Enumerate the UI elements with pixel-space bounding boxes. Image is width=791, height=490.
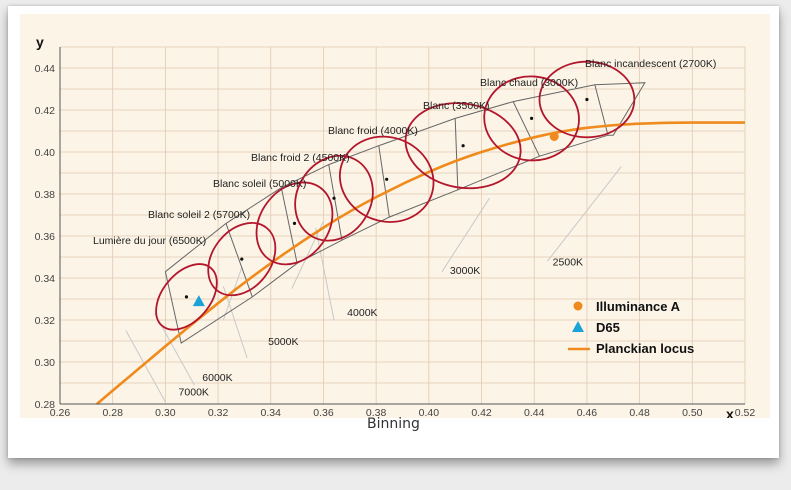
bin-center-dot (385, 177, 389, 181)
x-tick-label: 0.42 (471, 407, 492, 418)
d65-marker (192, 295, 205, 307)
bin-divider (280, 187, 298, 264)
bin-label: Blanc chaud (3000K) (480, 77, 578, 89)
bin-ellipse (538, 60, 636, 139)
illuminance-a-marker (549, 131, 559, 141)
legend-label: Planckian locus (596, 341, 694, 356)
legend-label: D65 (596, 320, 620, 335)
chart-area: Lumière du jour (6500K) Blanc soleil 2 (5… (20, 14, 770, 418)
bin-ellipse (155, 263, 218, 331)
isotherm-line (547, 166, 622, 262)
x-tick-label: 0.34 (261, 407, 282, 418)
x-tick-label: 0.50 (682, 407, 703, 418)
bin-label: Blanc froid (4000K) (328, 125, 418, 137)
x-axis-title: x (726, 406, 734, 418)
y-tick-label: 0.32 (35, 315, 56, 327)
bin-ellipse (483, 75, 580, 162)
y-tick-label: 0.40 (35, 147, 56, 159)
bin-center-dot (529, 116, 534, 120)
bin-label: Blanc (3500K) (423, 100, 490, 112)
bin-label: Blanc froid 2 (4500K) (251, 152, 350, 164)
bin-center-dot (585, 97, 589, 102)
bin-center-dot (461, 144, 465, 148)
x-tick-label: 0.38 (366, 407, 387, 418)
bin-label: Blanc soleil (5000K) (213, 178, 306, 190)
isotherm-line (222, 267, 243, 321)
cie-chart-svg: Lumière du jour (6500K) Blanc soleil 2 (5… (35, 34, 756, 418)
cct-label: 6000K (202, 372, 232, 384)
legend-d65-marker (572, 321, 584, 332)
cct-label: 3000K (450, 265, 480, 277)
bin-center-dot (332, 196, 336, 200)
x-tick-label: 0.44 (524, 407, 545, 418)
cct-label: 5000K (268, 336, 298, 348)
bin-ellipse (404, 102, 522, 190)
cct-label: 2500K (553, 256, 583, 268)
x-tick-label: 0.26 (50, 407, 71, 418)
isotherm-line (315, 227, 335, 321)
y-tick-label: 0.34 (35, 273, 56, 285)
bin-ellipse (255, 181, 334, 266)
bin-divider (378, 145, 390, 218)
legend-label: Illuminance A (596, 299, 681, 314)
x-tick-label: 0.40 (419, 407, 440, 418)
y-tick-label: 0.30 (35, 357, 56, 369)
x-tick-label: 0.28 (102, 407, 123, 418)
y-tick-label: 0.44 (35, 63, 56, 75)
cct-label: 7000K (179, 387, 209, 399)
y-tick-label: 0.36 (35, 231, 56, 243)
bin-divider (328, 164, 343, 241)
cct-label: 4000K (347, 307, 377, 319)
x-tick-label: 0.48 (629, 407, 650, 418)
chart-card: Lumière du jour (6500K) Blanc soleil 2 (5… (8, 6, 779, 458)
bin-ellipse (207, 222, 277, 297)
isotherm-line (441, 197, 490, 272)
bin-label: Blanc incandescent (2700K) (585, 58, 716, 70)
x-tick-label: 0.46 (577, 407, 598, 418)
bin-center-dot (240, 257, 244, 261)
bin-center-dot (292, 221, 297, 225)
y-axis-title: y (36, 34, 44, 50)
isotherm-line (222, 286, 248, 358)
legend-illuminance-a-marker (573, 301, 583, 311)
chart-caption: Binning (367, 416, 420, 432)
x-tick-label: 0.36 (313, 407, 334, 418)
bin-divider (454, 118, 459, 190)
y-tick-label: 0.42 (35, 105, 56, 117)
bin-center-dot (184, 295, 189, 299)
x-tick-label: 0.32 (208, 407, 229, 418)
bin-divider (225, 223, 253, 298)
bin-label: Blanc soleil 2 (5700K) (148, 209, 250, 221)
isotherm-line (125, 330, 166, 403)
bin-divider (512, 101, 540, 157)
x-tick-label: 0.52 (735, 407, 756, 418)
y-tick-label: 0.38 (35, 189, 56, 201)
y-tick-label: 0.28 (35, 399, 56, 411)
planckian-locus-curve (96, 121, 745, 405)
x-tick-label: 0.30 (155, 407, 176, 418)
bin-label: Lumière du jour (6500K) (93, 235, 206, 247)
bin-ellipse (338, 135, 435, 223)
